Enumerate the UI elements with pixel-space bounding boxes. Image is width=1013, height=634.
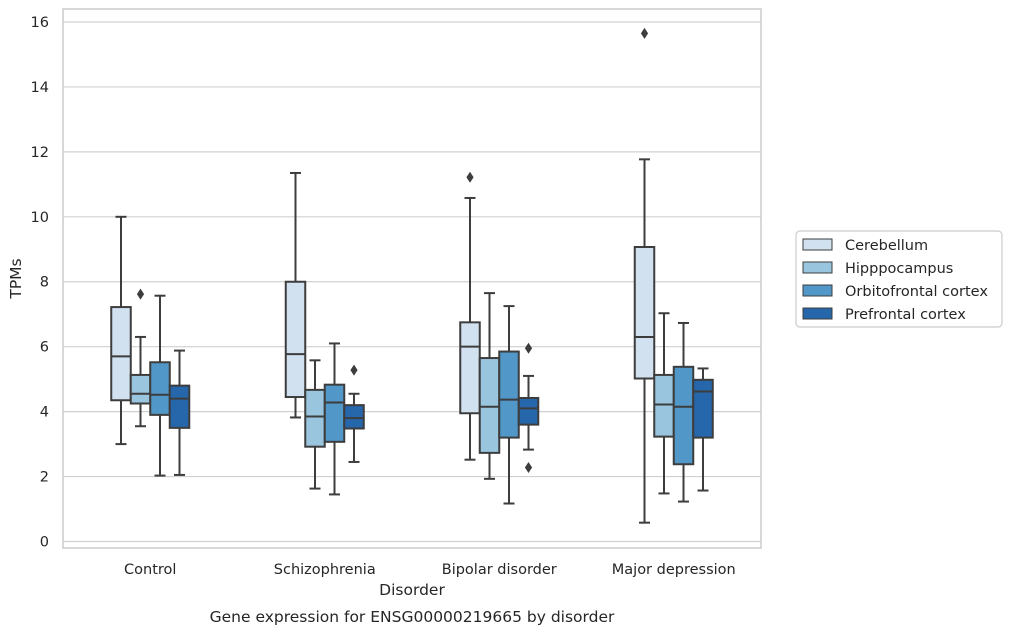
legend-swatch — [802, 238, 833, 251]
box-body — [672, 365, 695, 466]
y-tick-label: 12 — [31, 145, 49, 161]
x-tick-label: Major depression — [612, 562, 736, 578]
outlier-point — [350, 364, 358, 376]
x-tick-label: Control — [124, 562, 176, 578]
legend-item: Orbitofrontal cortex — [802, 284, 988, 300]
legend: Cerebellum Hipppocampus Orbitofrontal cort… — [795, 230, 1003, 328]
y-axis-label: TPMs — [7, 258, 25, 299]
legend-item: Hipppocampus — [802, 261, 953, 277]
y-tick-label: 6 — [40, 340, 49, 356]
box — [304, 359, 326, 490]
box-body — [168, 384, 191, 429]
y-axis-ticks: 0 2 4 6 8 10 12 14 16 — [31, 15, 49, 551]
plot-frame — [62, 8, 762, 549]
legend-swatch — [802, 261, 833, 274]
y-tick-label: 4 — [40, 405, 49, 421]
box — [498, 305, 520, 505]
box-body — [304, 388, 326, 448]
outlier-point — [524, 461, 533, 473]
grid-lines — [63, 21, 761, 543]
box — [129, 288, 152, 428]
legend-label: Cerebellum — [845, 238, 928, 254]
outlier-point — [640, 27, 649, 39]
box — [284, 171, 307, 419]
box — [478, 292, 501, 480]
box-body — [284, 280, 307, 399]
legend-label: Hipppocampus — [845, 261, 953, 277]
box-body — [110, 306, 132, 402]
legend-label: Prefrontal cortex — [845, 307, 966, 323]
box — [633, 27, 656, 524]
box — [692, 367, 714, 492]
box-body — [129, 373, 152, 405]
box — [110, 215, 132, 446]
box-body — [517, 396, 540, 426]
y-tick-label: 16 — [31, 15, 49, 31]
box — [517, 342, 540, 473]
box — [653, 312, 675, 495]
box-body — [498, 350, 520, 439]
y-tick-label: 8 — [40, 275, 49, 291]
legend-item: Cerebellum — [802, 238, 928, 254]
chart-caption: Gene expression for ENSG00000219665 by d… — [210, 608, 615, 626]
legend-frame — [795, 230, 1003, 328]
y-tick-label: 10 — [31, 210, 49, 226]
legend-item: Prefrontal cortex — [802, 307, 966, 323]
box — [323, 342, 346, 496]
x-tick-label: Bipolar disorder — [442, 562, 557, 578]
x-axis-ticks: Control Schizophrenia Bipolar disorder Majo… — [124, 562, 736, 578]
box-body — [633, 246, 656, 380]
y-tick-label: 0 — [40, 535, 49, 551]
box-body — [343, 404, 365, 430]
box-body — [459, 321, 481, 415]
x-tick-label: Schizophrenia — [274, 562, 376, 578]
outlier-point — [136, 288, 145, 300]
box — [343, 364, 365, 463]
x-axis-label: Disorder — [379, 581, 445, 599]
outlier-point — [524, 342, 533, 354]
box-body — [653, 373, 675, 438]
box — [672, 321, 695, 503]
box — [149, 294, 171, 477]
legend-swatch — [802, 284, 833, 297]
box — [459, 171, 481, 461]
box-body — [478, 357, 501, 454]
box-body — [323, 383, 346, 443]
legend-label: Orbitofrontal cortex — [845, 284, 988, 300]
box-body — [149, 361, 171, 416]
box-body — [692, 378, 714, 439]
y-tick-label: 2 — [40, 470, 49, 486]
outlier-point — [466, 171, 474, 183]
box-series — [110, 27, 714, 524]
legend-swatch — [802, 307, 833, 320]
box — [168, 349, 191, 476]
y-tick-label: 14 — [31, 80, 49, 96]
